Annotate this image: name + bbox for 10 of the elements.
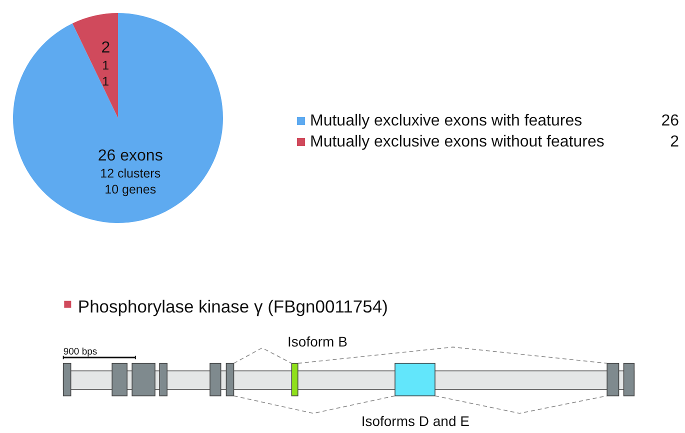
data-label: 2 1 1 [101, 39, 110, 88]
data-label: 26 exons 12 clusters 10 genes [98, 148, 163, 197]
legend-label: Mutually excluxive exons with features [310, 112, 582, 130]
text: 900 bps [63, 346, 98, 358]
text: 26 [661, 112, 680, 130]
text: 2 [670, 134, 680, 150]
text: Isoforms D and E [361, 412, 470, 429]
text: Phosphorylase kinase γ (FBgn0011754) [78, 296, 388, 316]
legend-label: Mutually exclusive exons without features [310, 134, 604, 150]
text: Isoform B [288, 334, 348, 350]
